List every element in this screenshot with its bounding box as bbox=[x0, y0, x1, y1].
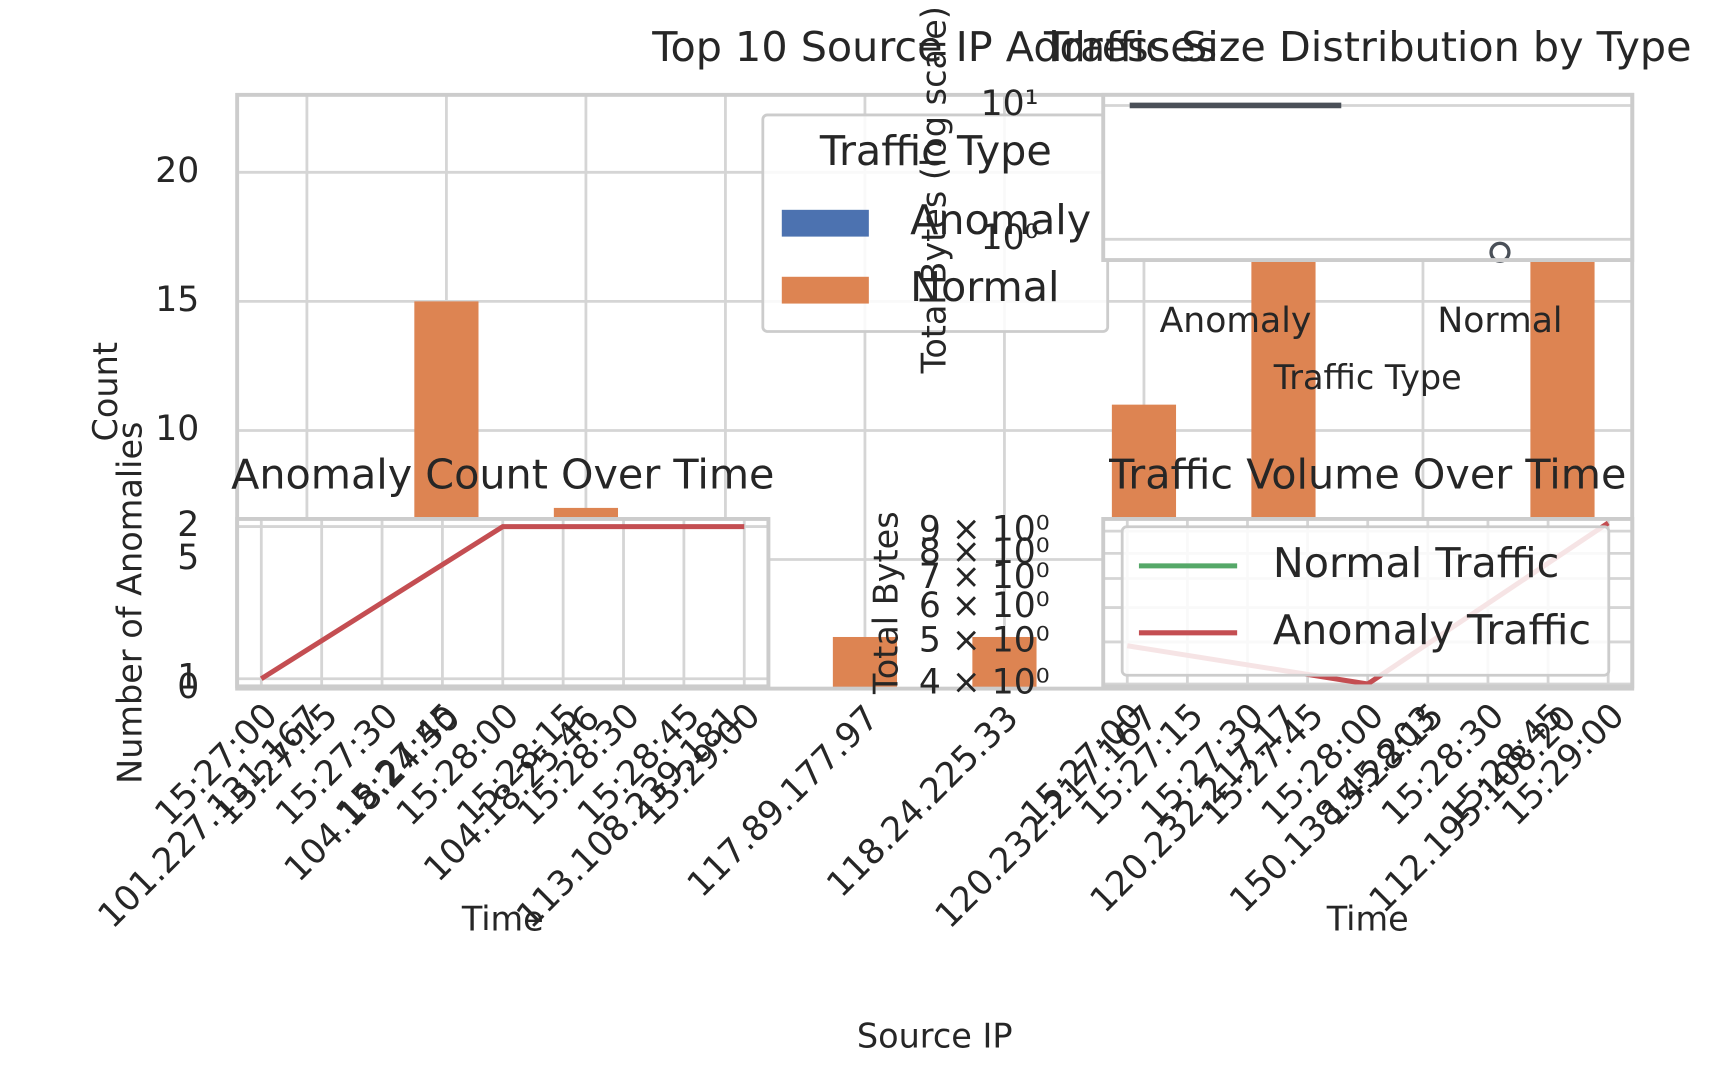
x-tick-label: Normal bbox=[1437, 301, 1562, 341]
bar bbox=[832, 636, 898, 689]
y-tick-label: 7 × 10⁰ bbox=[919, 557, 1050, 597]
legend-label: Anomaly bbox=[910, 196, 1091, 244]
y-axis-label: Count bbox=[86, 342, 125, 441]
y-tick-label: 10⁰ bbox=[981, 218, 1039, 258]
y-axis-label: Number of Anomalies bbox=[111, 422, 150, 784]
x-axis-label: Time bbox=[1326, 899, 1409, 938]
chart-title: Anomaly Count Over Time bbox=[231, 451, 774, 499]
x-axis-label: Traffic Type bbox=[1273, 358, 1462, 397]
chart-title: Traffic Size Distribution by Type bbox=[1043, 23, 1692, 71]
legend-label: Anomaly Traffic bbox=[1273, 606, 1591, 654]
x-axis-label: Source IP bbox=[857, 1016, 1013, 1055]
chart-title: Top 10 Source IP Addresses bbox=[651, 23, 1217, 71]
y-tick-label: 15 bbox=[155, 280, 199, 320]
y-tick-label: 2 bbox=[177, 505, 199, 545]
bar bbox=[972, 636, 1037, 689]
axes-frame bbox=[1101, 517, 1635, 689]
y-tick-label: 8 × 10⁰ bbox=[919, 532, 1050, 572]
y-tick-label: 5 × 10⁰ bbox=[919, 620, 1050, 660]
axes-frame bbox=[235, 92, 1635, 691]
y-axis-label: Total Bytes (log scale) bbox=[914, 6, 953, 374]
legend-swatch bbox=[781, 209, 869, 237]
axes-frame bbox=[235, 517, 771, 689]
y-tick-label: 9 × 10⁰ bbox=[919, 510, 1050, 550]
legend-box bbox=[1120, 525, 1611, 677]
x-tick-label: Anomaly bbox=[1160, 301, 1312, 341]
y-tick-label: 20 bbox=[155, 151, 199, 191]
line bbox=[259, 524, 745, 681]
legend-title: Traffic Type bbox=[819, 127, 1052, 175]
y-tick-label: 5 bbox=[177, 538, 199, 578]
y-tick-label: 10¹ bbox=[981, 84, 1039, 124]
legend-label: Normal bbox=[910, 263, 1059, 311]
y-axis-label: Total Bytes bbox=[866, 511, 905, 695]
plot-background bbox=[1103, 94, 1633, 261]
legend-label: Normal Traffic bbox=[1273, 539, 1560, 587]
y-tick-label: 4 × 10⁰ bbox=[919, 663, 1050, 703]
legend-swatch bbox=[781, 276, 869, 304]
y-tick-label: 0 bbox=[177, 667, 199, 707]
axes-frame bbox=[1101, 92, 1635, 262]
y-tick-label: 6 × 10⁰ bbox=[919, 586, 1050, 626]
y-tick-label: 1 bbox=[177, 657, 199, 697]
x-axis-label: Time bbox=[461, 899, 544, 938]
y-tick-label: 10 bbox=[155, 409, 199, 449]
chart-title: Traffic Volume Over Time bbox=[1108, 451, 1626, 499]
